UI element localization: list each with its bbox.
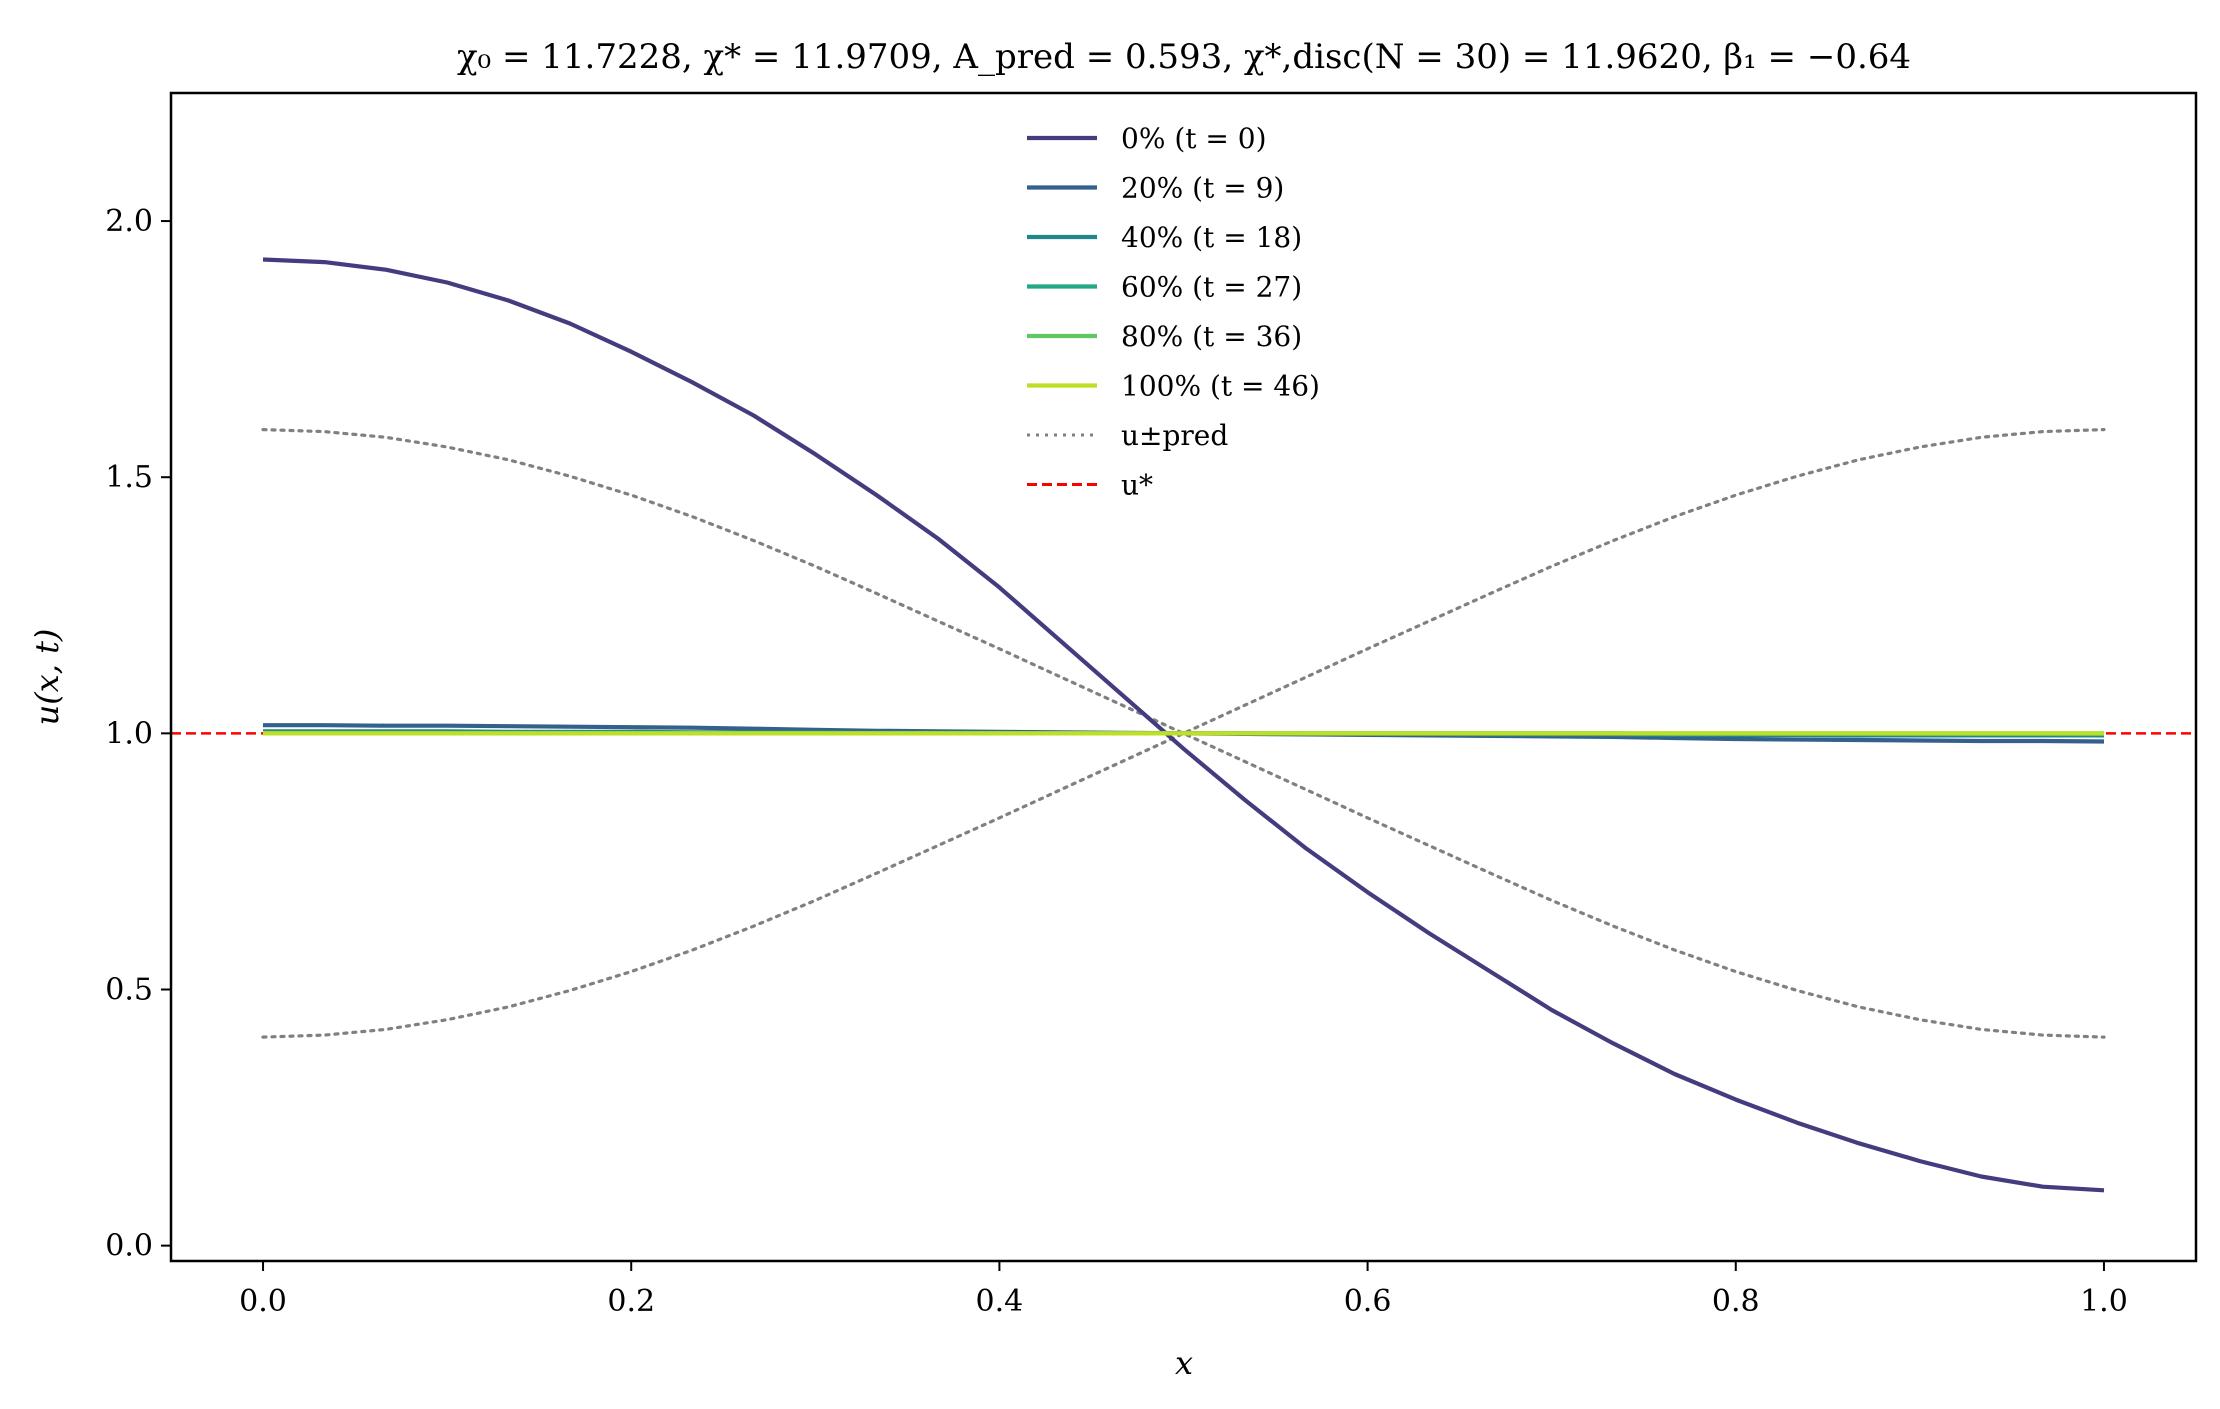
plot-frame [169, 91, 2198, 1263]
y-tick-label: 0.0 [105, 1229, 153, 1264]
legend-label: 40% (t = 18) [1121, 221, 1302, 254]
legend-label: 0% (t = 0) [1121, 122, 1267, 155]
y-tick-label: 1.0 [105, 716, 153, 751]
legend-label: 80% (t = 36) [1121, 320, 1302, 353]
x-tick-label: 1.0 [2080, 1284, 2128, 1319]
y-tick-label: 2.0 [105, 204, 153, 239]
legend-label: u* [1121, 469, 1153, 502]
x-tick-label: 0.8 [1712, 1284, 1760, 1319]
plot-content [171, 257, 2196, 1193]
x-axis-label: x [1175, 1344, 1193, 1382]
series-line-0 [262, 257, 2105, 1193]
legend: 0% (t = 0) 20% (t = 9) 40% (t = 18) 60% (t … [1027, 122, 1320, 502]
y-axis-label: u(x, t) [28, 629, 66, 726]
legend-label: 60% (t = 27) [1121, 271, 1302, 304]
x-tick-label: 0.2 [607, 1284, 655, 1319]
legend-label: 100% (t = 46) [1121, 370, 1320, 403]
y-tick-label: 1.5 [105, 460, 153, 495]
x-tick-label: 0.4 [976, 1284, 1024, 1319]
y-axis: 0.0 0.5 1.0 1.5 2.0 [105, 204, 171, 1264]
chart-title: χ₀ = 11.7228, χ* = 11.9709, A_pred = 0.5… [457, 37, 1911, 77]
x-axis: 0.0 0.2 0.4 0.6 0.8 1.0 [239, 1261, 2128, 1319]
x-tick-label: 0.0 [239, 1284, 287, 1319]
legend-label: 20% (t = 9) [1121, 172, 1284, 205]
x-tick-label: 0.6 [1344, 1284, 1392, 1319]
legend-label: u±pred [1121, 419, 1228, 452]
y-tick-label: 0.5 [105, 972, 153, 1007]
